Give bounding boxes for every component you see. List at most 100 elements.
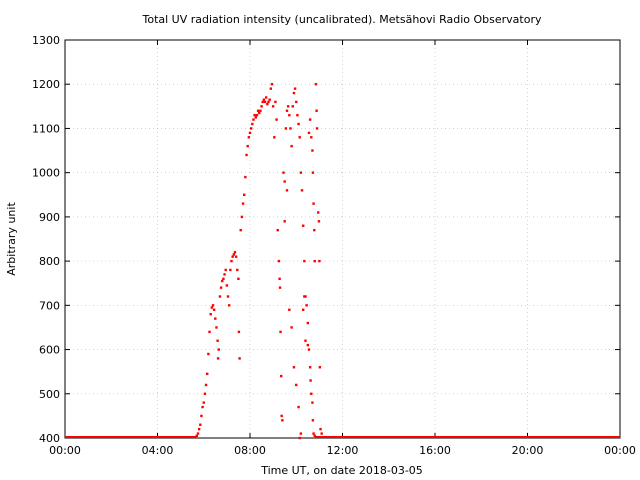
data-point [312,432,315,435]
data-point [237,330,241,334]
data-point [212,308,216,311]
data-point [226,295,230,298]
y-axis-label: Arbitrary unit [5,202,18,276]
data-point [288,308,291,311]
data-point [311,419,315,422]
data-point [264,96,268,99]
x-axis-label: Time UT, on date 2018-03-05 [260,464,423,477]
data-point [274,100,277,104]
data-point [248,131,252,135]
data-point [307,131,311,135]
data-point [280,414,283,418]
data-point [311,401,314,404]
data-point [315,109,318,112]
data-point [260,105,263,108]
data-point [313,434,316,437]
x-tick-label: 16:00 [419,444,451,457]
data-point [282,171,285,174]
y-tick-label: 1200 [32,78,60,91]
data-point [211,304,215,307]
data-point [215,326,218,329]
data-point [247,136,251,139]
data-point [290,144,293,148]
data-point [304,339,307,342]
data-point [270,83,274,86]
data-point [306,343,310,347]
data-point [217,348,220,351]
data-point [216,339,219,342]
data-point [232,253,236,256]
data-point [229,268,232,272]
data-point [278,277,281,280]
data-point [200,414,203,418]
x-tick-label: 00:00 [604,444,636,457]
data-point [236,268,239,272]
data-point [240,215,244,219]
data-point [237,277,240,280]
y-tick-label: 500 [39,388,60,401]
data-point [293,87,297,90]
data-point [317,211,320,214]
data-point [310,392,313,395]
data-point [233,251,237,254]
data-point [195,434,199,437]
data-point [290,326,293,329]
data-point [221,279,224,283]
data-point [258,111,261,115]
data-point [303,295,306,298]
data-point [214,317,217,320]
data-point [208,330,211,334]
data-point [202,401,205,404]
data-point [307,348,311,351]
data-point [299,171,303,174]
data-point [207,352,210,356]
data-point [246,144,249,148]
data-point [291,105,294,108]
data-point [295,100,298,104]
data-point [259,109,262,112]
data-point [284,127,288,130]
data-point [227,304,231,307]
data-point [299,432,303,435]
x-tick-label: 04:00 [142,444,174,457]
data-point [313,228,316,232]
data-point [244,175,247,179]
data-point [297,405,300,409]
data-point [249,127,253,130]
y-tick-label: 700 [39,299,60,312]
data-point [210,306,214,309]
x-tick-label: 20:00 [512,444,544,457]
chart-title: Total UV radiation intensity (uncalibrat… [142,13,542,26]
data-point [234,255,238,258]
data-point [253,113,256,117]
data-point [305,304,308,307]
y-tick-label: 1300 [32,34,60,47]
y-tick-label: 600 [39,344,60,357]
data-point [269,87,273,90]
data-point [318,366,322,369]
data-point [286,105,290,108]
y-tick-label: 1100 [32,122,60,135]
data-point [245,153,248,157]
data-point [267,100,270,104]
data-point [295,383,298,387]
data-point [318,259,321,263]
data-point [281,419,284,422]
data-point [204,383,208,387]
data-point [216,357,220,360]
x-tick-label: 00:00 [49,444,81,457]
data-point [218,295,222,298]
data-point [278,286,282,289]
data-point [263,100,267,104]
data-point [201,405,204,409]
grid [65,40,620,438]
data-point [283,220,286,223]
data-point [224,268,227,272]
data-point [311,149,314,152]
data-point [231,255,234,258]
y-tick-label: 1000 [32,167,60,180]
data-point [317,220,321,223]
data-point [301,308,305,311]
